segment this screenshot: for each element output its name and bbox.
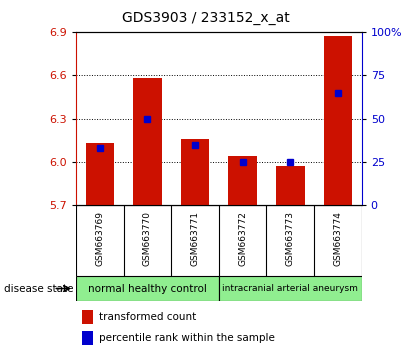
Bar xyxy=(219,276,362,301)
Bar xyxy=(133,78,162,205)
Bar xyxy=(76,276,219,301)
Text: GSM663774: GSM663774 xyxy=(333,211,342,266)
Text: GSM663769: GSM663769 xyxy=(95,211,104,266)
Bar xyxy=(181,139,209,205)
Bar xyxy=(229,156,257,205)
Text: GSM663770: GSM663770 xyxy=(143,211,152,266)
Bar xyxy=(323,36,352,205)
Bar xyxy=(82,331,93,345)
Text: transformed count: transformed count xyxy=(99,312,196,322)
Text: GSM663772: GSM663772 xyxy=(238,211,247,266)
Text: GDS3903 / 233152_x_at: GDS3903 / 233152_x_at xyxy=(122,11,289,25)
Text: normal healthy control: normal healthy control xyxy=(88,284,207,293)
Bar xyxy=(82,310,93,324)
Text: GSM663771: GSM663771 xyxy=(191,211,200,266)
Bar xyxy=(85,143,114,205)
Text: percentile rank within the sample: percentile rank within the sample xyxy=(99,333,275,343)
Text: GSM663773: GSM663773 xyxy=(286,211,295,266)
Bar xyxy=(276,166,305,205)
Text: intracranial arterial aneurysm: intracranial arterial aneurysm xyxy=(222,284,358,293)
Text: disease state: disease state xyxy=(4,284,74,293)
